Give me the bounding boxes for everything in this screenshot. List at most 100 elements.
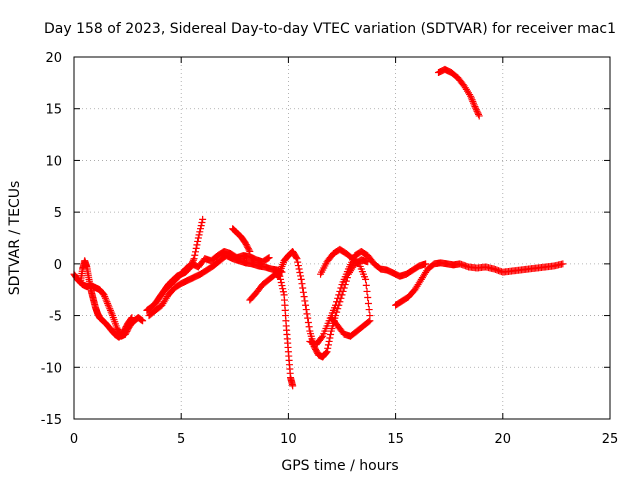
data-point bbox=[472, 104, 480, 112]
data-point bbox=[475, 110, 483, 118]
y-tick-label: 0 bbox=[54, 258, 62, 273]
data-point bbox=[190, 255, 198, 263]
chart-title: Day 158 of 2023, Sidereal Day-to-day VTE… bbox=[44, 21, 616, 37]
data-point bbox=[335, 291, 343, 299]
data-point bbox=[127, 315, 135, 323]
data-point bbox=[191, 251, 199, 259]
data-point bbox=[295, 265, 303, 273]
data-point bbox=[298, 280, 306, 288]
data-point bbox=[304, 314, 312, 322]
data-point bbox=[139, 317, 147, 325]
data-point bbox=[473, 107, 481, 115]
data-point bbox=[107, 308, 115, 316]
data-point bbox=[246, 247, 254, 255]
data-point bbox=[559, 260, 567, 268]
y-axis-label: SDTVAR / TECUs bbox=[7, 181, 23, 296]
data-point bbox=[294, 258, 302, 266]
data-point bbox=[265, 254, 273, 262]
data-point bbox=[105, 303, 113, 311]
data-point bbox=[193, 241, 201, 249]
series-arc-4 bbox=[145, 252, 286, 320]
series-arc-13 bbox=[434, 65, 483, 120]
plot-frame bbox=[73, 56, 611, 420]
data-point bbox=[101, 293, 109, 301]
data-point bbox=[199, 215, 207, 223]
data-point bbox=[299, 284, 307, 292]
data-point bbox=[362, 275, 370, 283]
data-point bbox=[303, 310, 311, 318]
data-point bbox=[292, 253, 300, 261]
series-arc-12 bbox=[392, 259, 567, 309]
data-point bbox=[326, 334, 334, 342]
data-point bbox=[471, 103, 479, 111]
data-point bbox=[327, 331, 335, 339]
data-point bbox=[194, 237, 202, 245]
data-point bbox=[195, 231, 203, 239]
data-point bbox=[336, 287, 344, 295]
x-tick-label: 5 bbox=[177, 432, 185, 447]
data-point bbox=[469, 97, 477, 105]
data-point bbox=[279, 285, 287, 293]
data-point bbox=[318, 334, 326, 342]
data-point bbox=[128, 314, 136, 322]
data-point bbox=[475, 112, 483, 120]
data-point bbox=[363, 287, 371, 295]
data-point bbox=[108, 310, 116, 318]
data-point bbox=[194, 234, 202, 242]
series-arc-2 bbox=[76, 257, 136, 341]
series-arc-10 bbox=[317, 245, 374, 320]
series-arc-6 bbox=[229, 225, 254, 255]
y-tick-label: 5 bbox=[54, 206, 62, 221]
data-point bbox=[101, 294, 109, 302]
series-arc-9 bbox=[306, 247, 430, 349]
data-point bbox=[300, 293, 308, 301]
data-point bbox=[304, 318, 312, 326]
y-tick-label: -5 bbox=[49, 310, 62, 325]
data-points bbox=[70, 65, 567, 390]
data-point bbox=[196, 228, 204, 236]
data-point bbox=[103, 298, 111, 306]
x-axis-label: GPS time / hours bbox=[281, 458, 398, 474]
data-point bbox=[297, 272, 305, 280]
data-point bbox=[362, 281, 370, 289]
data-point bbox=[245, 246, 253, 254]
grid bbox=[74, 57, 610, 419]
data-point bbox=[322, 349, 330, 357]
data-point bbox=[264, 254, 272, 262]
data-point bbox=[364, 300, 372, 308]
data-point bbox=[325, 337, 333, 345]
x-tick-label: 25 bbox=[602, 432, 619, 447]
data-point bbox=[333, 308, 341, 316]
data-point bbox=[474, 109, 482, 117]
data-point bbox=[366, 317, 374, 325]
x-tick-label: 0 bbox=[70, 432, 78, 447]
data-point bbox=[191, 248, 199, 256]
data-point bbox=[365, 306, 373, 314]
data-point bbox=[468, 96, 476, 104]
data-point bbox=[332, 301, 340, 309]
y-tick-label: -10 bbox=[41, 361, 62, 376]
data-point bbox=[278, 282, 286, 290]
data-point bbox=[104, 300, 112, 308]
data-point bbox=[422, 260, 430, 268]
data-point bbox=[472, 106, 480, 114]
data-point bbox=[301, 297, 309, 305]
data-point bbox=[192, 244, 200, 252]
data-point bbox=[277, 275, 285, 283]
data-point bbox=[289, 382, 297, 390]
data-point bbox=[322, 349, 330, 357]
data-point bbox=[294, 262, 302, 270]
data-point bbox=[279, 288, 287, 296]
data-point bbox=[104, 301, 112, 309]
data-point bbox=[293, 255, 301, 263]
data-point bbox=[324, 341, 332, 349]
data-point bbox=[305, 323, 313, 331]
series-arc-7 bbox=[246, 270, 297, 390]
data-point bbox=[106, 305, 114, 313]
series-arc-5 bbox=[156, 247, 273, 301]
data-point bbox=[297, 275, 305, 283]
axis-ticks: 0 5 10 15 20 25 -15 -10 -5 0 5 10 15 20 bbox=[41, 51, 619, 447]
data-point bbox=[197, 222, 205, 230]
